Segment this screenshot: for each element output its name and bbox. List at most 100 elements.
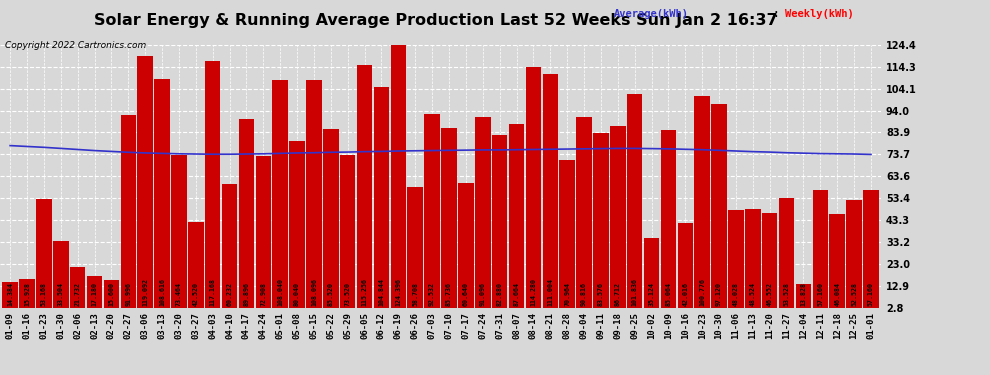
Text: 46.084: 46.084 — [835, 282, 841, 306]
Bar — [796, 284, 811, 314]
Text: 60.232: 60.232 — [227, 282, 233, 306]
Bar — [70, 267, 85, 314]
Bar — [559, 160, 575, 314]
Bar — [694, 96, 710, 314]
Bar — [36, 199, 51, 314]
Bar — [205, 61, 221, 314]
Text: 111.004: 111.004 — [547, 278, 553, 306]
Bar — [442, 129, 456, 314]
Text: 83.576: 83.576 — [598, 282, 604, 306]
Bar — [813, 190, 828, 314]
Bar — [373, 87, 389, 314]
Bar — [779, 198, 794, 314]
Text: 14.384: 14.384 — [7, 282, 13, 306]
Bar — [306, 80, 322, 314]
Bar — [222, 183, 238, 314]
Bar — [509, 124, 525, 314]
Bar — [154, 79, 170, 314]
Bar — [391, 45, 406, 314]
Bar — [171, 155, 187, 314]
Bar — [644, 238, 659, 314]
Bar — [677, 223, 693, 314]
Bar — [475, 117, 490, 314]
Text: 101.836: 101.836 — [632, 278, 638, 306]
Text: 87.664: 87.664 — [514, 282, 520, 306]
Text: 13.828: 13.828 — [801, 282, 807, 306]
Text: 15.600: 15.600 — [108, 282, 115, 306]
Bar — [255, 156, 271, 314]
Bar — [138, 57, 152, 314]
Bar — [729, 210, 743, 314]
Bar — [104, 280, 119, 314]
Text: 48.524: 48.524 — [749, 282, 755, 306]
Bar — [458, 183, 473, 314]
Text: 58.708: 58.708 — [412, 282, 418, 306]
Text: Solar Energy & Running Average Production Last 52 Weeks Sun Jan 2 16:37: Solar Energy & Running Average Productio… — [94, 13, 777, 28]
Text: 82.880: 82.880 — [497, 282, 503, 306]
Text: 35.124: 35.124 — [648, 282, 654, 306]
Bar — [408, 187, 423, 314]
Text: 60.640: 60.640 — [463, 282, 469, 306]
Bar — [526, 67, 542, 314]
Text: 53.528: 53.528 — [783, 282, 790, 306]
Text: 70.964: 70.964 — [564, 282, 570, 306]
Text: 89.896: 89.896 — [244, 282, 249, 306]
Bar — [762, 213, 777, 314]
Text: 33.504: 33.504 — [57, 282, 63, 306]
Text: 46.552: 46.552 — [766, 282, 773, 306]
Text: 42.016: 42.016 — [682, 282, 688, 306]
Bar — [188, 222, 204, 314]
Bar — [492, 135, 508, 314]
Text: 52.528: 52.528 — [851, 282, 857, 306]
Text: Copyright 2022 Cartronics.com: Copyright 2022 Cartronics.com — [5, 41, 147, 50]
Text: 85.520: 85.520 — [328, 282, 334, 306]
Text: 114.280: 114.280 — [531, 278, 537, 306]
Text: 15.928: 15.928 — [24, 282, 30, 306]
Text: 108.616: 108.616 — [159, 278, 165, 306]
Text: Average(kWh): Average(kWh) — [614, 9, 689, 20]
Bar — [846, 200, 862, 314]
Text: 91.096: 91.096 — [480, 282, 486, 306]
Bar — [610, 126, 626, 314]
Bar — [745, 209, 760, 314]
Text: 119.092: 119.092 — [143, 278, 148, 306]
Text: 85.064: 85.064 — [665, 282, 671, 306]
Text: 91.996: 91.996 — [126, 282, 132, 306]
Bar — [711, 104, 727, 314]
Bar — [425, 114, 440, 314]
Bar — [239, 120, 254, 314]
Text: 73.464: 73.464 — [176, 282, 182, 306]
Text: 80.040: 80.040 — [294, 282, 300, 306]
Text: :: : — [767, 9, 786, 20]
Text: 108.096: 108.096 — [311, 278, 317, 306]
Text: 97.120: 97.120 — [716, 282, 722, 306]
Bar — [863, 190, 879, 314]
Bar — [19, 279, 35, 314]
Text: 57.160: 57.160 — [818, 282, 824, 306]
Bar — [830, 214, 845, 314]
Bar — [356, 65, 372, 314]
Bar — [272, 80, 288, 314]
Text: 92.532: 92.532 — [429, 282, 436, 306]
Text: 42.520: 42.520 — [193, 282, 199, 306]
Text: Weekly(kWh): Weekly(kWh) — [785, 9, 853, 20]
Bar — [627, 94, 643, 314]
Text: 124.396: 124.396 — [395, 278, 401, 306]
Bar — [340, 155, 355, 314]
Text: 17.180: 17.180 — [91, 282, 98, 306]
Text: 21.732: 21.732 — [74, 282, 80, 306]
Text: 73.520: 73.520 — [345, 282, 350, 306]
Text: 100.776: 100.776 — [699, 278, 705, 306]
Text: 108.040: 108.040 — [277, 278, 283, 306]
Text: 86.712: 86.712 — [615, 282, 621, 306]
Bar — [121, 115, 136, 314]
Bar — [593, 133, 609, 314]
Bar — [2, 282, 18, 314]
Bar — [323, 129, 339, 314]
Bar — [87, 276, 102, 314]
Text: 72.908: 72.908 — [260, 282, 266, 306]
Bar — [576, 117, 592, 314]
Bar — [53, 241, 68, 314]
Text: 85.736: 85.736 — [446, 282, 452, 306]
Text: 48.028: 48.028 — [733, 282, 739, 306]
